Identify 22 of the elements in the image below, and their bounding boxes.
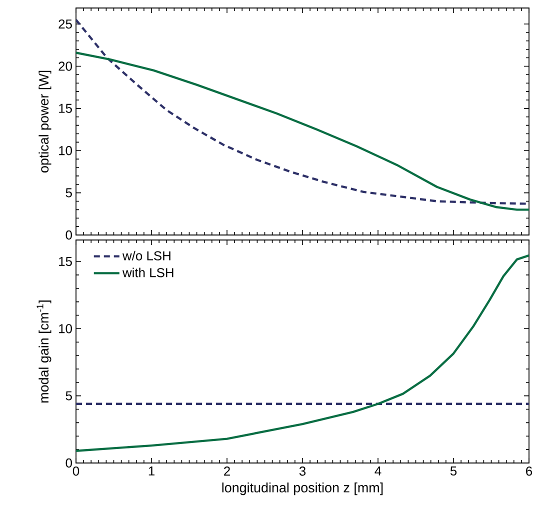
x-tick-label: 1: [148, 466, 154, 476]
y-tick-label: 0: [66, 230, 72, 240]
x-tick-label: 3: [299, 466, 306, 476]
x-tick-label: 5: [450, 466, 457, 476]
legend-label: with LSH: [122, 268, 174, 278]
x-tick-label: 2: [224, 466, 230, 476]
x-tick-label: 4: [374, 466, 382, 476]
y-tick-label: 25: [58, 19, 72, 29]
y-tick-label: 0: [66, 458, 72, 468]
y-axis-title: modal gain [cm$^{-1}$]: [36, 300, 52, 403]
y-axis-title: optical power [W]: [38, 70, 52, 173]
y-tick-label: 20: [58, 62, 72, 71]
y-tick-label: 10: [59, 324, 72, 334]
legend-label: w/o LSH: [122, 250, 170, 260]
x-axis-title: longitudinal position z [mm]: [222, 482, 383, 496]
y-tick-label: 15: [59, 104, 72, 113]
y-tick-label: 5: [66, 391, 72, 400]
y-tick-label: 15: [59, 256, 72, 266]
y-tick-label: 5: [66, 188, 72, 198]
x-tick-label: 6: [526, 466, 532, 476]
x-tick-label: 0: [72, 466, 80, 476]
y-tick-label: 10: [59, 146, 72, 156]
